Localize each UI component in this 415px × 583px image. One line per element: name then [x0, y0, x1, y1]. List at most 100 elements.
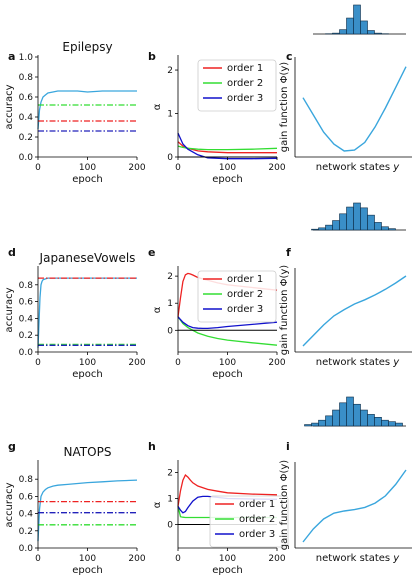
y-tick-label: 0.2 — [19, 527, 33, 537]
x-axis-label-text: network states — [316, 357, 394, 368]
histogram-bar — [304, 424, 312, 427]
legend-label: order 1 — [227, 274, 263, 285]
gain-curve — [302, 469, 407, 543]
panel-f: f network states y gain function Φ(y) — [279, 202, 412, 368]
histogram-bar — [374, 416, 382, 427]
y-tick-label: 0 — [167, 521, 173, 531]
y-tick-label: 0 — [167, 153, 173, 163]
y-tick-label: 0.6 — [19, 93, 34, 103]
series-line-3 — [177, 132, 278, 160]
y-tick-label: 0.0 — [19, 153, 34, 163]
histogram-bar — [311, 228, 319, 231]
x-axis-label: epoch — [72, 369, 102, 380]
histogram-bar — [318, 227, 326, 231]
y-tick-label: 1.0 — [19, 53, 34, 63]
histogram-bar — [332, 409, 340, 427]
histogram-bar — [325, 224, 333, 231]
y-tick-label: 0 — [167, 326, 173, 336]
legend-label: order 2 — [239, 514, 275, 525]
panel-letter: d — [8, 246, 16, 259]
x-axis-label: epoch — [212, 174, 242, 185]
y-axis-label: α — [152, 103, 163, 110]
y-tick-label: 2 — [167, 468, 173, 478]
gain-curve — [302, 275, 407, 347]
histogram-bar — [360, 20, 368, 35]
panel-letter: h — [148, 440, 156, 453]
panel-title: Epilepsy — [62, 40, 112, 54]
y-axis-label: α — [152, 306, 163, 313]
series-line-1 — [177, 141, 277, 154]
x-tick-label: 0 — [175, 554, 181, 564]
y-tick-label: 0.6 — [19, 298, 34, 308]
y-tick-label: 0.4 — [19, 510, 34, 520]
x-tick-label: 200 — [128, 554, 145, 564]
panel-title: NATOPS — [64, 445, 112, 459]
y-axis-label: gain function Φ(y) — [279, 265, 290, 355]
y-axis-label: gain function Φ(y) — [279, 62, 290, 152]
x-axis-label-var: y — [392, 553, 400, 564]
legend-label: order 1 — [239, 499, 275, 510]
y-axis-label: gain function Φ(y) — [279, 460, 290, 550]
legend-label: order 3 — [227, 93, 263, 104]
x-tick-label: 0 — [175, 358, 181, 368]
histogram-bar — [381, 226, 389, 231]
x-axis-label-var: y — [392, 162, 400, 173]
legend-label: order 1 — [227, 63, 263, 74]
x-tick-label: 0 — [35, 358, 41, 368]
x-tick-label: 0 — [35, 163, 41, 173]
histogram-bar — [374, 32, 382, 35]
histogram-bar — [374, 222, 382, 231]
x-axis-label: network states y — [316, 553, 401, 564]
legend-label: order 2 — [227, 78, 263, 89]
histogram-bar — [318, 419, 326, 427]
histogram-bar — [395, 422, 403, 427]
x-tick-label: 0 — [175, 163, 181, 173]
y-tick-label: 0.2 — [19, 331, 33, 341]
panel-c: c network states y gain function Φ(y) — [279, 4, 412, 173]
legend-label: order 3 — [239, 529, 275, 540]
gain-curve — [302, 66, 407, 152]
legend-label: order 3 — [227, 304, 263, 315]
series-line-1 — [177, 473, 278, 507]
histogram-bar — [353, 202, 361, 231]
panel-letter: i — [286, 440, 290, 453]
x-tick-label: 200 — [128, 358, 145, 368]
panel-letter: g — [8, 440, 16, 453]
y-tick-label: 0.2 — [19, 133, 33, 143]
x-tick-label: 100 — [219, 358, 236, 368]
histogram-bar — [367, 214, 375, 231]
panel-i: i network states y gain function Φ(y) — [279, 396, 412, 564]
x-tick-label: 100 — [79, 163, 96, 173]
panel-letter: f — [286, 246, 291, 259]
y-tick-label: 0.8 — [19, 281, 34, 291]
y-axis-label: accuracy — [4, 287, 15, 332]
y-tick-label: 0.8 — [19, 73, 34, 83]
histogram-bar — [346, 206, 354, 231]
series-line-1 — [37, 90, 137, 130]
x-axis-label: network states y — [316, 162, 401, 173]
y-axis-label: accuracy — [4, 482, 15, 527]
panel-letter: e — [148, 246, 155, 259]
histogram-bar — [360, 409, 368, 427]
x-axis-label-var: y — [392, 357, 400, 368]
histogram-bar — [346, 17, 354, 35]
y-tick-label: 0.0 — [19, 348, 34, 358]
x-axis-label: epoch — [212, 565, 242, 576]
series-line-2 — [177, 145, 278, 151]
panel-b: b 0 100 200 0 1 2 epoch α order 1 order 2 order 3 — [148, 50, 286, 185]
panel-h: h 0 100 200 0 1 2 epoch α order 1 order 2 order 3 — [148, 440, 289, 576]
x-tick-label: 200 — [128, 163, 145, 173]
histogram-bar — [339, 29, 347, 35]
histogram-bar — [311, 422, 319, 427]
histogram-bar — [360, 207, 368, 231]
y-tick-label: 2 — [167, 66, 173, 76]
y-tick-label: 1 — [167, 494, 173, 504]
series-line-1 — [37, 479, 138, 542]
panel-letter: c — [286, 50, 293, 63]
y-tick-label: 1 — [167, 299, 173, 309]
x-tick-label: 200 — [268, 358, 285, 368]
series-line-1 — [37, 277, 137, 348]
y-tick-label: 0.8 — [19, 475, 34, 485]
